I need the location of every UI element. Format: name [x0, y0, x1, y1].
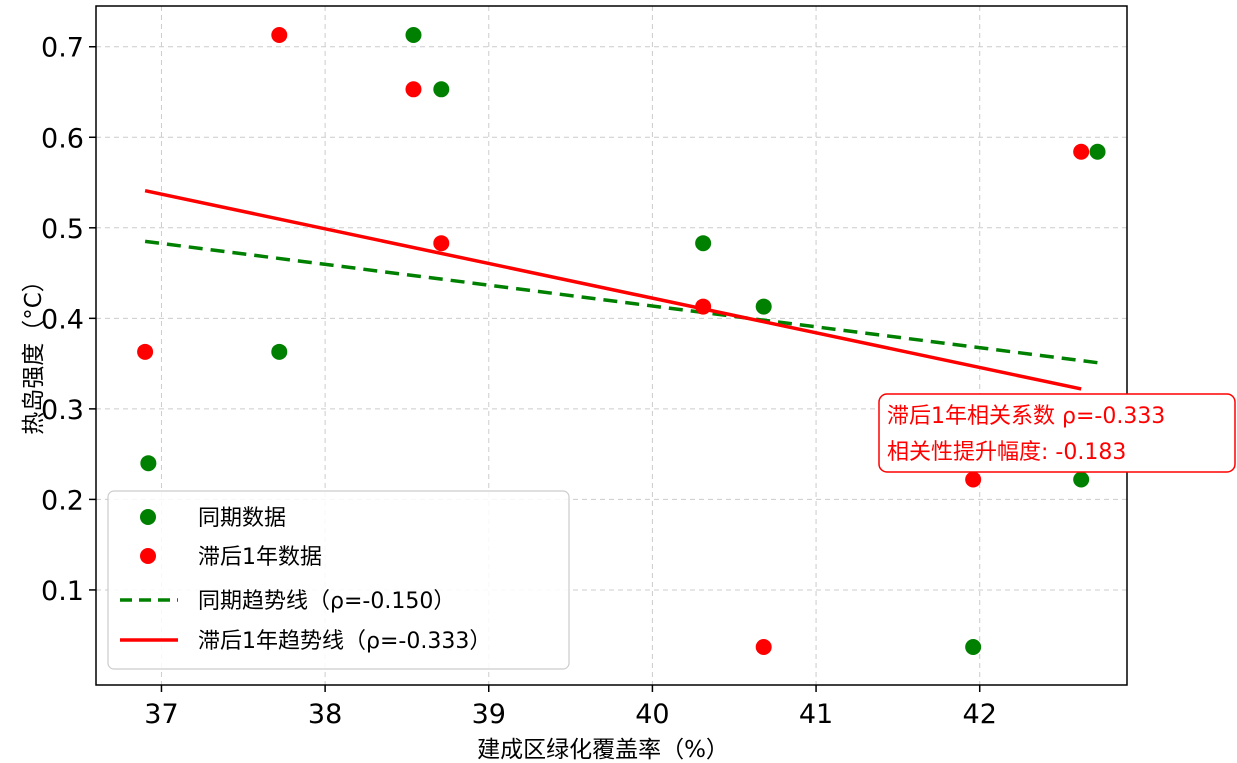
plot-area-frame: [95, 5, 1128, 686]
concurrent-data-point: [271, 343, 288, 360]
annotation-line-1: 滞后1年相关系数 ρ=-0.333: [887, 404, 1165, 429]
concurrent-data-point: [755, 298, 772, 315]
lagged-data-point: [271, 26, 288, 43]
legend-marker-concurrent: [140, 509, 156, 525]
lagged-trend-line: [144, 188, 1082, 391]
y-tick-label: 0.6: [41, 123, 84, 154]
y-tick-label: 0.4: [41, 304, 84, 335]
concurrent-data-point: [405, 26, 422, 43]
lagged-data-point: [405, 81, 422, 98]
legend-marker-lagged: [140, 548, 156, 564]
concurrent-data-point: [695, 235, 712, 252]
x-tick-label: 40: [635, 699, 669, 730]
concurrent-data-point: [965, 638, 982, 655]
legend-box: [107, 490, 570, 670]
y-tick-label: 0.5: [41, 214, 84, 245]
correlation-annotation: 滞后1年相关系数 ρ=-0.333 相关性提升幅度: -0.183: [878, 393, 1236, 473]
concurrent-data-point: [140, 455, 157, 472]
y-axis-title: 热岛强度（°C）: [21, 269, 47, 435]
trend-lines: [144, 188, 1098, 391]
lagged-data-point: [433, 235, 450, 252]
annotation-box: [878, 393, 1236, 473]
legend-label-concurrent-trend: 同期趋势线（ρ=-0.150）: [198, 589, 455, 614]
concurrent-data-point: [1089, 143, 1106, 160]
y-tick-label: 0.2: [41, 485, 84, 516]
x-tick-label: 39: [472, 699, 506, 730]
lagged-data-point: [695, 298, 712, 315]
data-points: [137, 26, 1106, 655]
legend: 同期数据 滞后1年数据 同期趋势线（ρ=-0.150） 滞后1年趋势线（ρ=-0…: [107, 490, 570, 670]
x-tick-label: 37: [144, 699, 178, 730]
legend-label-lagged-trend: 滞后1年趋势线（ρ=-0.333）: [198, 629, 491, 654]
x-axis-title: 建成区绿化覆盖率（%）: [477, 737, 729, 763]
lagged-data-point: [137, 343, 154, 360]
lagged-data-point: [965, 471, 982, 488]
lagged-data-point: [755, 638, 772, 655]
y-tick-label: 0.3: [41, 395, 84, 426]
x-tick-label: 42: [963, 699, 997, 730]
x-tick-label: 41: [799, 699, 833, 730]
y-axis: 0.1 0.2 0.3 0.4 0.5 0.6 0.7: [41, 33, 96, 607]
y-tick-label: 0.1: [41, 576, 84, 607]
annotation-line-2: 相关性提升幅度: -0.183: [887, 440, 1126, 465]
legend-label-lagged: 滞后1年数据: [198, 545, 322, 570]
y-tick-label: 0.7: [41, 33, 84, 64]
concurrent-data-point: [1073, 471, 1090, 488]
x-axis: 37 38 39 40 41 42: [144, 685, 997, 730]
legend-label-concurrent: 同期数据: [198, 506, 286, 531]
lagged-data-point: [1073, 143, 1090, 160]
x-tick-label: 38: [308, 699, 342, 730]
concurrent-trend-line: [144, 239, 1098, 365]
concurrent-data-point: [433, 81, 450, 98]
